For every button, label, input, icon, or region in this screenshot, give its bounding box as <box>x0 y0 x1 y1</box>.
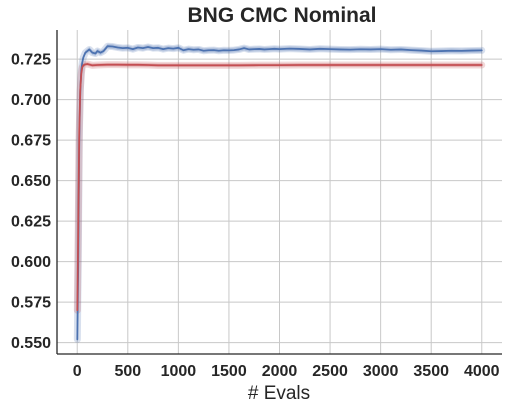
y-tick-label: 0.700 <box>11 92 51 109</box>
grid <box>57 30 502 354</box>
series-1-line <box>76 45 483 341</box>
y-tick-label: 0.600 <box>11 254 51 271</box>
y-tick-label: 0.725 <box>11 52 51 69</box>
y-tick-label: 0.675 <box>11 133 51 150</box>
x-axis-label: # Evals <box>248 383 310 404</box>
series-2-line <box>76 63 483 312</box>
series-lines <box>76 45 483 341</box>
x-tick-label: 3000 <box>363 363 399 380</box>
y-tick-label: 0.575 <box>11 295 51 312</box>
x-tick-label: 2000 <box>262 363 298 380</box>
x-tick-label: 500 <box>114 363 141 380</box>
chart-title: BNG CMC Nominal <box>188 4 377 27</box>
x-tick-label: 1500 <box>211 363 247 380</box>
x-tick-label: 3500 <box>413 363 449 380</box>
x-tick-label: 2500 <box>312 363 348 380</box>
y-tick-label: 0.625 <box>11 214 51 231</box>
x-tick-labels: 0 500 1000 1500 2000 2500 3000 3500 4000 <box>73 363 500 380</box>
x-tick-label: 0 <box>73 363 82 380</box>
y-tick-label: 0.550 <box>11 335 51 352</box>
y-tick-label: 0.650 <box>11 173 51 190</box>
x-tick-label: 1000 <box>161 363 197 380</box>
x-tick-label: 4000 <box>464 363 500 380</box>
axes-spines <box>56 30 502 355</box>
y-tick-labels: 0.550 0.575 0.600 0.625 0.650 0.675 0.700 0.725 <box>11 52 51 353</box>
